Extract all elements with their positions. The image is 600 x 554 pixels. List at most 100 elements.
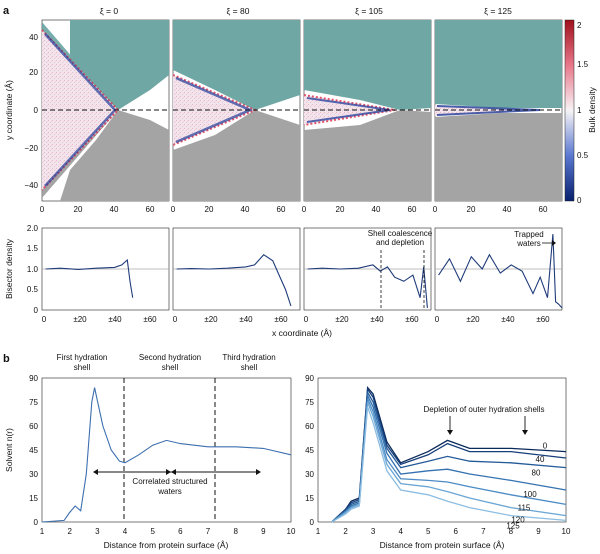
density-map-xi-125 [434, 19, 563, 202]
map-y-tick: 40 [29, 33, 38, 42]
solvent-x-tick: 4 [123, 527, 128, 536]
column-title-xi-0: ξ = 0 [100, 6, 118, 16]
arrow-right-icon [166, 469, 171, 475]
bisector-series-xi-0 [45, 258, 134, 298]
colorbar-tick: 1.5 [577, 60, 589, 69]
annotation-trapped: Trapped [514, 230, 544, 239]
bisector-x-tick: 0 [435, 315, 440, 324]
solvent-y-tick: 45 [29, 446, 38, 455]
arrow-head-icon [552, 240, 556, 246]
map-x-tick: 0 [40, 205, 45, 214]
protein-surface-top [304, 20, 431, 110]
map-x-tick: 60 [539, 205, 548, 214]
annotation-correlated: Correlated structured [132, 477, 207, 486]
bisector-x-tick: ±60 [143, 315, 157, 324]
solvent-series-100 [331, 393, 567, 523]
bisector-series-xi-105 [307, 264, 428, 308]
protein-surface-bottom [435, 113, 562, 201]
map-x-tick: 20 [467, 205, 476, 214]
map-x-tick: 60 [277, 205, 286, 214]
solvent-x-tick: 1 [316, 527, 321, 536]
bisector-x-tick: ±20 [204, 315, 218, 324]
map-x-tick: 40 [503, 205, 512, 214]
solvent-x-tick: 3 [95, 527, 100, 536]
solvent-x-tick: 9 [261, 527, 266, 536]
map-x-tick: 40 [110, 205, 119, 214]
annotation-depletion: Depletion of outer hydration shells [424, 405, 545, 414]
solvent-x-tick: 2 [343, 527, 348, 536]
protein-surface-top [173, 20, 300, 110]
bisector-x-tick: ±40 [370, 315, 384, 324]
solvent-y-axis-label: Solvent n(r) [4, 428, 14, 472]
map-x-tick: 60 [146, 205, 155, 214]
solvent-x-axis-label-right: Distance from protein surface (Å) [380, 540, 505, 550]
annotation-and-depletion: and depletion [376, 238, 424, 247]
series-label: 125 [506, 521, 520, 530]
solvent-series-group [331, 385, 567, 523]
bisector-y-tick: 2.0 [27, 224, 39, 233]
solvent-y-tick: 90 [29, 374, 38, 383]
panel-b-label: b [3, 353, 10, 365]
protein-surface-top [435, 20, 562, 108]
map-y-axis-label: y coordinate (Å) [4, 80, 14, 140]
map-y-tick: 20 [29, 68, 38, 77]
bisector-x-tick: ±60 [405, 315, 419, 324]
map-x-tick: 0 [433, 205, 438, 214]
solvent-y-tick: 60 [305, 422, 314, 431]
map-x-tick: 20 [74, 205, 83, 214]
solvent-y-tick: 15 [305, 494, 314, 503]
solvent-plot-right [317, 377, 567, 523]
series-label: 100 [523, 490, 537, 499]
solvent-x-tick: 8 [509, 527, 514, 536]
solvent-x-tick: 8 [233, 527, 238, 536]
solvent-y-tick: 0 [310, 518, 315, 527]
solvent-series-120 [331, 401, 567, 523]
series-label: 80 [532, 469, 541, 478]
column-title-xi-80: ξ = 80 [227, 6, 250, 16]
bisector-x-tick: 0 [42, 315, 47, 324]
protein-surface-bottom [42, 110, 118, 198]
solvent-x-tick: 3 [371, 527, 376, 536]
water-wedge [304, 95, 395, 125]
colorbar-tick: 0.5 [577, 151, 589, 160]
solvent-x-tick: 4 [398, 527, 403, 536]
arrow-right-icon [256, 469, 261, 475]
annotation-waters: waters [516, 239, 541, 248]
solvent-y-ticks-left: 90 75 60 45 30 15 0 [29, 374, 38, 527]
solvent-y-tick: 60 [29, 422, 38, 431]
map-x-tick: 20 [336, 205, 345, 214]
solvent-x-tick: 1 [40, 527, 45, 536]
header-first-shell: First hydration [57, 353, 108, 362]
density-map-xi-105 [303, 19, 432, 202]
colorbar-tick: 2 [577, 21, 582, 30]
solvent-x-tick: 6 [178, 527, 183, 536]
map-y-tick: −40 [24, 181, 38, 190]
annotation-shell-coalescence: Shell coalescence [368, 229, 433, 238]
colorbar-label: Bulk density [587, 86, 597, 133]
series-label: 40 [536, 455, 545, 464]
bisector-y-tick: 1.5 [27, 244, 39, 253]
annotation-correlated-2: waters [157, 487, 182, 496]
map-x-tick: 20 [205, 205, 214, 214]
solvent-series-40 [331, 387, 567, 523]
map-x-tick: 0 [302, 205, 307, 214]
column-title-xi-105: ξ = 105 [355, 6, 383, 16]
map-y-tick: −20 [24, 144, 38, 153]
solvent-plot-left [41, 377, 292, 523]
map-x-tick: 40 [241, 205, 250, 214]
solvent-series-0 [331, 385, 567, 523]
header-third-shell-2: shell [241, 363, 258, 372]
solvent-x-tick: 7 [481, 527, 486, 536]
bisector-y-tick: 1.0 [27, 265, 39, 274]
protein-surface-bottom-right [60, 110, 169, 201]
solvent-x-tick: 5 [426, 527, 431, 536]
solvent-x-tick: 5 [150, 527, 155, 536]
solvent-y-tick: 15 [29, 494, 38, 503]
map-x-tick: 40 [372, 205, 381, 214]
solvent-y-ticks-right: 90 75 60 45 30 15 0 [305, 374, 314, 527]
protein-surface-bottom [304, 110, 431, 201]
solvent-x-ticks-right: 1 2 3 4 5 6 7 8 9 10 [316, 527, 571, 536]
header-second-shell: Second hydration [139, 353, 201, 362]
solvent-x-tick: 6 [454, 527, 459, 536]
colorbar-tick: 1 [577, 106, 582, 115]
